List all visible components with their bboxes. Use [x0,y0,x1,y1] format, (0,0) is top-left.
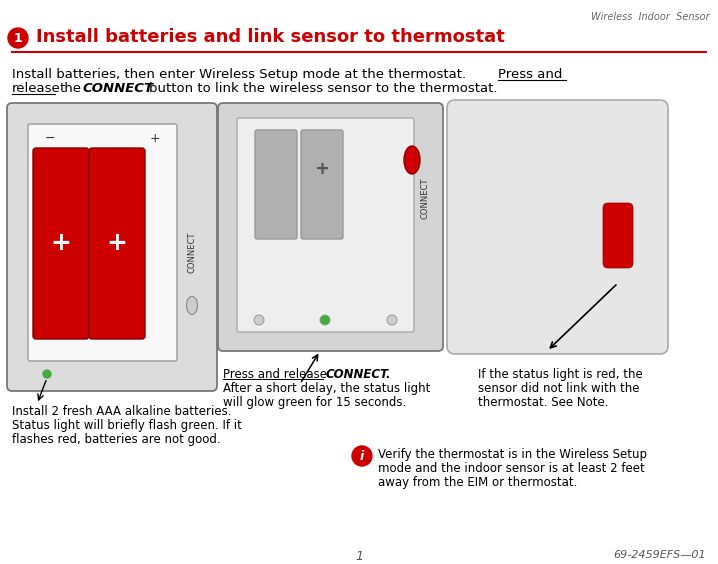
Text: Verify the thermostat is in the Wireless Setup: Verify the thermostat is in the Wireless… [378,448,647,461]
Text: If the status light is red, the: If the status light is red, the [478,368,643,381]
FancyBboxPatch shape [447,100,668,354]
Text: CONNECT: CONNECT [83,82,154,95]
Text: +: + [106,231,127,255]
FancyBboxPatch shape [237,118,414,332]
Text: Install batteries and link sensor to thermostat: Install batteries and link sensor to the… [36,28,505,46]
FancyBboxPatch shape [255,130,297,239]
Text: CONNECT.: CONNECT. [326,368,391,381]
Circle shape [43,370,51,378]
Circle shape [8,28,28,48]
FancyBboxPatch shape [89,148,145,339]
Text: mode and the indoor sensor is at least 2 feet: mode and the indoor sensor is at least 2… [378,462,645,475]
Circle shape [352,446,372,466]
Text: Press and release: Press and release [223,368,327,381]
Text: CONNECT: CONNECT [421,178,429,219]
Text: 1: 1 [14,32,22,45]
Text: Install 2 fresh AAA alkaline batteries.: Install 2 fresh AAA alkaline batteries. [12,405,231,418]
Text: Wireless  Indoor  Sensor: Wireless Indoor Sensor [592,12,710,22]
FancyBboxPatch shape [7,103,217,391]
Text: i: i [360,450,364,462]
Circle shape [387,315,397,325]
Text: Install batteries, then enter Wireless Setup mode at the thermostat.: Install batteries, then enter Wireless S… [12,68,466,81]
FancyBboxPatch shape [301,130,343,239]
Ellipse shape [187,296,197,314]
Text: +: + [149,131,160,144]
Text: 1: 1 [355,550,363,563]
Text: flashes red, batteries are not good.: flashes red, batteries are not good. [12,433,220,446]
Text: will glow green for 15 seconds.: will glow green for 15 seconds. [223,396,406,409]
Text: release: release [12,82,61,95]
FancyBboxPatch shape [28,124,177,361]
Text: +: + [50,231,71,255]
Ellipse shape [404,146,420,174]
Text: −: − [45,131,55,144]
Text: Status light will briefly flash green. If it: Status light will briefly flash green. I… [12,419,242,432]
FancyBboxPatch shape [218,103,443,351]
Text: thermostat. See Note.: thermostat. See Note. [478,396,608,409]
Circle shape [254,315,264,325]
FancyBboxPatch shape [33,148,89,339]
Text: Press and: Press and [498,68,562,81]
Text: +: + [314,160,330,178]
Text: button to link the wireless sensor to the thermostat.: button to link the wireless sensor to th… [149,82,498,95]
Text: sensor did not link with the: sensor did not link with the [478,382,640,395]
Text: away from the EIM or thermostat.: away from the EIM or thermostat. [378,476,577,489]
Text: the: the [60,82,82,95]
Circle shape [320,315,330,325]
Circle shape [321,316,329,324]
FancyBboxPatch shape [603,203,633,268]
Text: CONNECT: CONNECT [187,232,197,273]
Text: After a short delay, the status light: After a short delay, the status light [223,382,430,395]
Text: 69-2459EFS—01: 69-2459EFS—01 [613,550,706,560]
